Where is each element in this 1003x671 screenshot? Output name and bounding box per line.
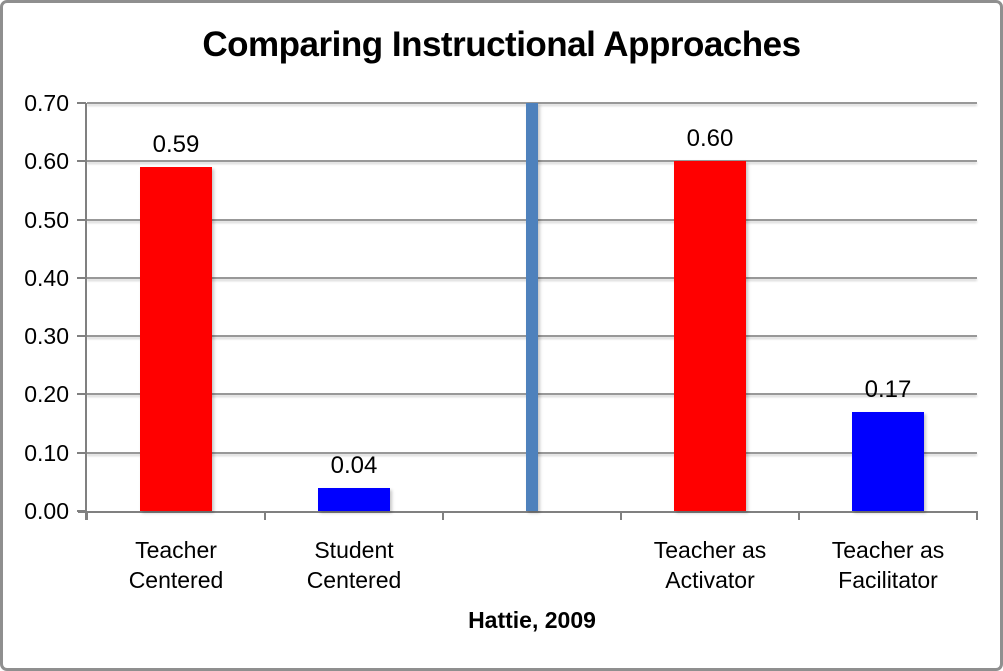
bar-student-centered [318,488,390,511]
x-tick-4 [798,511,800,520]
divider-bar [526,103,538,511]
category-label-line: Teacher as [831,537,945,563]
category-label-student-centered: Student Centered [265,535,443,595]
data-label-teacher-as-activator: 0.60 [686,125,734,152]
category-label-line: Teacher as [653,537,767,563]
data-label-student-centered: 0.04 [330,452,378,479]
y-tick-0.60 [77,160,86,163]
category-label-teacher-as-facilitator: Teacher as Facilitator [799,535,977,595]
category-label-line: Centered [306,567,402,593]
data-label-teacher-centered: 0.59 [152,131,200,158]
y-tick-0.20 [77,393,86,396]
y-tick-label-0.70: 0.70 [24,90,69,116]
x-tick-1 [264,511,266,520]
y-tick-label-0.20: 0.20 [24,381,69,408]
bar-teacher-centered [140,167,212,511]
category-label-line: Activator [665,567,755,593]
category-label-teacher-centered: Teacher Centered [87,535,265,595]
x-axis-line [78,511,977,513]
x-tick-5 [976,511,978,520]
y-tick-0.50 [77,218,86,221]
chart-title: Comparing Instructional Approaches [202,25,801,64]
y-tick-label-0.50: 0.50 [24,206,69,233]
y-tick-0.10 [77,451,86,454]
y-tick-label-0.60: 0.60 [24,148,69,175]
y-tick-label-0.30: 0.30 [24,323,69,350]
category-label-teacher-as-activator: Teacher as Activator [621,535,799,595]
data-label-teacher-as-facilitator: 0.17 [864,376,912,403]
y-tick-label-0.40: 0.40 [24,264,69,291]
x-axis-title: Hattie, 2009 [468,607,596,633]
x-tick-3 [620,511,622,520]
x-tick-2 [442,511,444,520]
y-tick-0.40 [77,276,86,279]
y-tick-0.30 [77,335,86,338]
category-label-line: Student [314,537,394,563]
y-tick-label-0.00: 0.00 [24,498,69,524]
x-tick-0 [86,511,88,520]
bar-teacher-as-facilitator [852,412,924,511]
y-tick-0.70 [77,102,86,104]
category-label-line: Teacher [135,537,217,563]
bar-teacher-as-activator [674,161,746,511]
y-axis-line [85,103,87,520]
category-label-line: Facilitator [838,567,938,593]
y-tick-label-0.10: 0.10 [24,439,69,466]
category-label-line: Centered [128,567,224,593]
